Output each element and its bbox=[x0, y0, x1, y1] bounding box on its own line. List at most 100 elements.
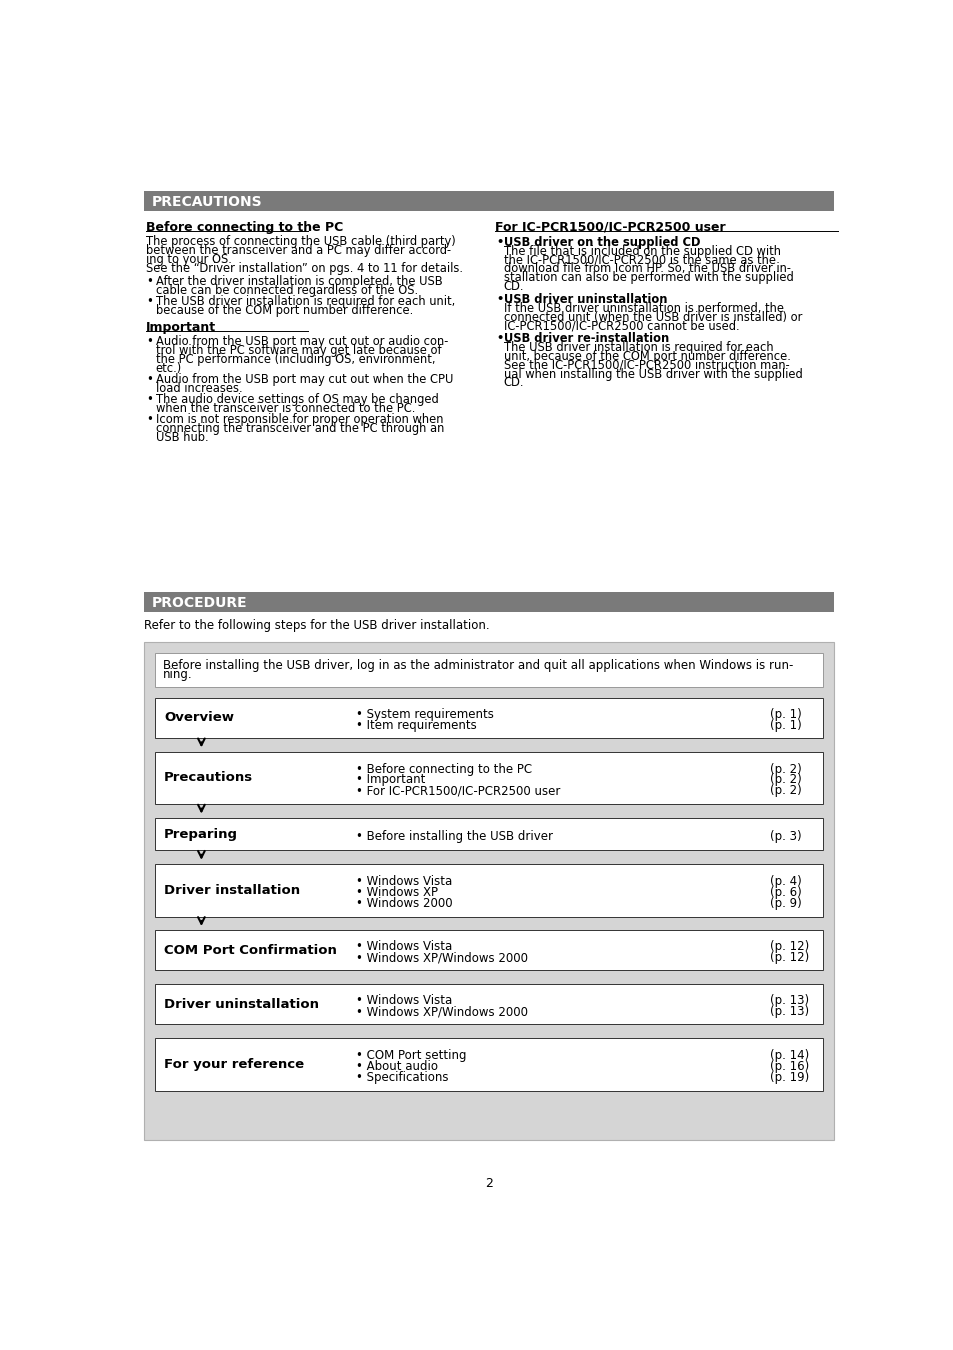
Text: ing to your OS.: ing to your OS. bbox=[146, 252, 232, 266]
Text: The USB driver installation is required for each unit,: The USB driver installation is required … bbox=[155, 296, 455, 308]
Text: The file that is included on the supplied CD with: The file that is included on the supplie… bbox=[503, 244, 780, 258]
Text: (p. 16): (p. 16) bbox=[769, 1060, 809, 1073]
Text: (p. 2): (p. 2) bbox=[769, 774, 801, 787]
Text: Preparing: Preparing bbox=[164, 828, 238, 841]
Text: •: • bbox=[146, 296, 153, 308]
Text: USB hub.: USB hub. bbox=[155, 431, 208, 444]
Text: • Windows 2000: • Windows 2000 bbox=[356, 896, 453, 910]
Text: Icom is not responsible for proper operation when: Icom is not responsible for proper opera… bbox=[155, 413, 443, 427]
Text: •: • bbox=[146, 373, 153, 386]
Text: • Item requirements: • Item requirements bbox=[356, 718, 476, 732]
Text: The USB driver installation is required for each: The USB driver installation is required … bbox=[503, 342, 773, 354]
Bar bbox=[144, 591, 833, 612]
Text: • Before installing the USB driver: • Before installing the USB driver bbox=[356, 830, 553, 842]
Text: The process of connecting the USB cable (third party): The process of connecting the USB cable … bbox=[146, 235, 455, 248]
Text: CD.: CD. bbox=[503, 281, 523, 293]
Bar bbox=[154, 653, 822, 687]
Text: (p. 12): (p. 12) bbox=[769, 952, 809, 964]
Text: COM Port Confirmation: COM Port Confirmation bbox=[164, 944, 336, 957]
Text: •: • bbox=[146, 413, 153, 427]
Text: For IC-PCR1500/IC-PCR2500 user: For IC-PCR1500/IC-PCR2500 user bbox=[495, 220, 725, 234]
Text: between the transceiver and a PC may differ accord-: between the transceiver and a PC may dif… bbox=[146, 244, 450, 256]
Text: • Windows Vista: • Windows Vista bbox=[356, 941, 452, 953]
Text: • About audio: • About audio bbox=[356, 1060, 438, 1073]
Bar bbox=[154, 864, 822, 917]
Text: • Windows Vista: • Windows Vista bbox=[356, 995, 452, 1007]
Text: Important: Important bbox=[146, 320, 215, 333]
Text: (p. 1): (p. 1) bbox=[769, 707, 801, 721]
Text: the PC performance (including OS, environment,: the PC performance (including OS, enviro… bbox=[155, 352, 435, 366]
Text: (p. 13): (p. 13) bbox=[769, 995, 808, 1007]
Text: Refer to the following steps for the USB driver installation.: Refer to the following steps for the USB… bbox=[144, 620, 489, 632]
Bar bbox=[144, 192, 833, 212]
Text: (p. 2): (p. 2) bbox=[769, 763, 801, 776]
Text: Before connecting to the PC: Before connecting to the PC bbox=[146, 220, 342, 234]
Text: After the driver installation is completed, the USB: After the driver installation is complet… bbox=[155, 275, 442, 288]
Text: Overview: Overview bbox=[164, 711, 233, 725]
Bar bbox=[154, 1038, 822, 1091]
Text: 2: 2 bbox=[484, 1177, 493, 1189]
Text: Audio from the USB port may cut out when the CPU: Audio from the USB port may cut out when… bbox=[155, 373, 453, 386]
Text: USB driver re-installation: USB driver re-installation bbox=[503, 332, 668, 346]
Bar bbox=[144, 643, 833, 1139]
Text: cable can be connected regardless of the OS.: cable can be connected regardless of the… bbox=[155, 284, 417, 297]
Text: USB driver on the supplied CD: USB driver on the supplied CD bbox=[503, 236, 700, 248]
Text: trol with the PC software may get late because of: trol with the PC software may get late b… bbox=[155, 344, 441, 358]
Text: (p. 9): (p. 9) bbox=[769, 896, 801, 910]
Text: •: • bbox=[496, 236, 502, 248]
Text: • Windows XP/Windows 2000: • Windows XP/Windows 2000 bbox=[356, 1006, 528, 1018]
Text: unit, because of the COM port number difference.: unit, because of the COM port number dif… bbox=[503, 350, 790, 363]
Text: (p. 4): (p. 4) bbox=[769, 875, 801, 888]
Bar bbox=[154, 752, 822, 805]
Text: IC-PCR1500/IC-PCR2500 cannot be used.: IC-PCR1500/IC-PCR2500 cannot be used. bbox=[503, 320, 739, 332]
Text: connecting the transceiver and the PC through an: connecting the transceiver and the PC th… bbox=[155, 421, 443, 435]
Bar bbox=[154, 930, 822, 971]
Text: • Specifications: • Specifications bbox=[356, 1071, 449, 1084]
Text: •: • bbox=[146, 275, 153, 288]
Text: because of the COM port number difference.: because of the COM port number differenc… bbox=[155, 304, 413, 317]
Text: • Windows XP: • Windows XP bbox=[356, 886, 438, 899]
Text: (p. 3): (p. 3) bbox=[769, 830, 801, 842]
Text: (p. 19): (p. 19) bbox=[769, 1071, 809, 1084]
Text: load increases.: load increases. bbox=[155, 382, 242, 394]
Text: See the “Driver installation” on pgs. 4 to 11 for details.: See the “Driver installation” on pgs. 4 … bbox=[146, 262, 462, 274]
Text: • System requirements: • System requirements bbox=[356, 707, 494, 721]
Text: • Important: • Important bbox=[356, 774, 425, 787]
Bar bbox=[154, 698, 822, 738]
Text: ning.: ning. bbox=[162, 668, 193, 682]
Text: If the USB driver uninstallation is performed, the: If the USB driver uninstallation is perf… bbox=[503, 302, 782, 315]
Text: See the IC-PCR1500/IC-PCR2500 instruction man-: See the IC-PCR1500/IC-PCR2500 instructio… bbox=[503, 359, 788, 371]
Text: • Windows Vista: • Windows Vista bbox=[356, 875, 452, 888]
Text: connected unit (when the USB driver is installed) or: connected unit (when the USB driver is i… bbox=[503, 310, 801, 324]
Text: •: • bbox=[496, 293, 502, 306]
Text: Precautions: Precautions bbox=[164, 771, 253, 784]
Text: For your reference: For your reference bbox=[164, 1058, 304, 1071]
Text: the IC-PCR1500/IC-PCR2500 is the same as the: the IC-PCR1500/IC-PCR2500 is the same as… bbox=[503, 254, 775, 267]
Text: •: • bbox=[146, 335, 153, 348]
Text: (p. 2): (p. 2) bbox=[769, 784, 801, 796]
Text: • Windows XP/Windows 2000: • Windows XP/Windows 2000 bbox=[356, 952, 528, 964]
Text: CD.: CD. bbox=[503, 377, 523, 389]
Text: PROCEDURE: PROCEDURE bbox=[152, 595, 247, 610]
Text: stallation can also be performed with the supplied: stallation can also be performed with th… bbox=[503, 271, 793, 285]
Text: when the transceiver is connected to the PC.: when the transceiver is connected to the… bbox=[155, 402, 415, 414]
Text: Audio from the USB port may cut out or audio con-: Audio from the USB port may cut out or a… bbox=[155, 335, 448, 348]
Text: (p. 6): (p. 6) bbox=[769, 886, 801, 899]
Bar bbox=[154, 818, 822, 850]
Text: ual when installing the USB driver with the supplied: ual when installing the USB driver with … bbox=[503, 367, 801, 381]
Text: The audio device settings of OS may be changed: The audio device settings of OS may be c… bbox=[155, 393, 438, 406]
Text: (p. 1): (p. 1) bbox=[769, 718, 801, 732]
Text: Before installing the USB driver, log in as the administrator and quit all appli: Before installing the USB driver, log in… bbox=[162, 659, 792, 672]
Text: USB driver uninstallation: USB driver uninstallation bbox=[503, 293, 666, 306]
Text: Driver installation: Driver installation bbox=[164, 884, 300, 896]
Text: • Before connecting to the PC: • Before connecting to the PC bbox=[356, 763, 532, 776]
Text: (p. 13): (p. 13) bbox=[769, 1006, 808, 1018]
Text: etc.): etc.) bbox=[155, 362, 182, 375]
Text: • COM Port setting: • COM Port setting bbox=[356, 1049, 466, 1062]
Text: Driver uninstallation: Driver uninstallation bbox=[164, 998, 319, 1011]
Text: (p. 14): (p. 14) bbox=[769, 1049, 809, 1062]
Text: •: • bbox=[496, 332, 502, 346]
Text: • For IC-PCR1500/IC-PCR2500 user: • For IC-PCR1500/IC-PCR2500 user bbox=[356, 784, 560, 796]
Text: •: • bbox=[146, 393, 153, 406]
Text: PRECAUTIONS: PRECAUTIONS bbox=[152, 196, 262, 209]
